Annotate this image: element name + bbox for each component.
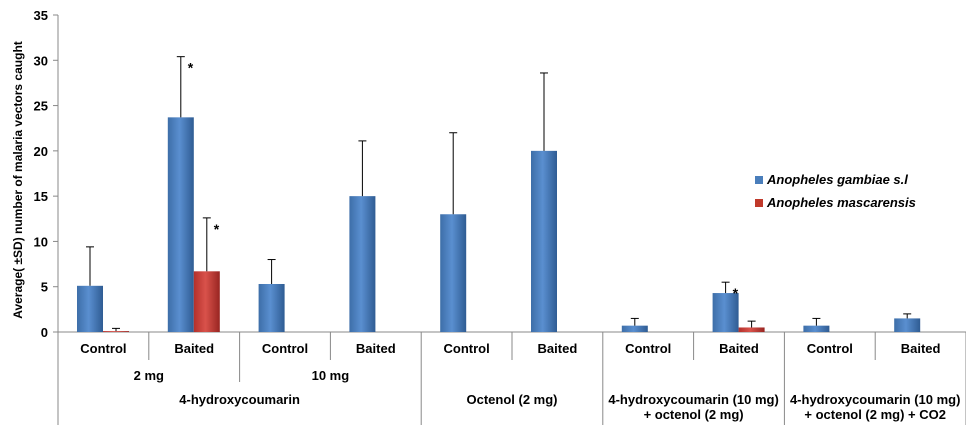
bar-gambiae — [894, 318, 921, 332]
legend-swatch-mascarensis — [755, 199, 763, 207]
y-tick-label: 15 — [34, 189, 48, 204]
x-group-label-dose: 2 mg — [134, 368, 164, 383]
x-category-label: Baited — [901, 341, 941, 356]
bar-gambiae — [712, 293, 739, 332]
x-group-label-treatment: Octenol (2 mg) — [466, 392, 557, 407]
x-group-label-treatment: + octenol (2 mg) + CO2 — [804, 407, 946, 422]
chart-significance-markers: * * * — [188, 60, 739, 302]
y-tick-label: 10 — [34, 234, 48, 249]
significance-star: * — [733, 285, 739, 301]
y-tick-label: 0 — [41, 325, 48, 340]
legend-swatch-gambiae — [755, 176, 763, 184]
chart-bars — [77, 117, 921, 333]
bar-gambiae — [621, 325, 648, 332]
y-tick-label: 35 — [34, 8, 48, 23]
bar-gambiae — [167, 117, 194, 333]
y-tick-label: 20 — [34, 144, 48, 159]
significance-star: * — [188, 60, 194, 76]
bar-gambiae — [349, 196, 376, 332]
bar-mascarensis — [103, 331, 129, 332]
x-category-label: Control — [807, 341, 853, 356]
y-tick-label: 25 — [34, 99, 48, 114]
bar-mascarensis — [193, 271, 220, 332]
x-category-label: Control — [262, 341, 308, 356]
x-category-label: Control — [80, 341, 126, 356]
legend-label-mascarensis: Anopheles mascarensis — [766, 195, 916, 210]
x-group-label-treatment: 4-hydroxycoumarin (10 mg) — [608, 392, 779, 407]
x-category-label: Baited — [719, 341, 759, 356]
bar-gambiae — [77, 285, 103, 332]
chart-legend: Anopheles gambiae s.l Anopheles mascaren… — [755, 172, 916, 210]
y-axis-title: Average( ±SD) number of malaria vectors … — [11, 41, 25, 319]
bar-gambiae — [531, 150, 557, 332]
x-group-label-treatment: 4-hydroxycoumarin (10 mg) — [790, 392, 961, 407]
y-tick-label: 30 — [34, 53, 48, 68]
x-group-label-treatment: 4-hydroxycoumarin — [179, 392, 300, 407]
significance-star: * — [214, 221, 220, 237]
x-category-label: Baited — [538, 341, 578, 356]
bar-gambiae — [440, 214, 467, 332]
x-group-label-treatment: + octenol (2 mg) — [644, 407, 744, 422]
legend-label-gambiae: Anopheles gambiae s.l — [766, 172, 908, 187]
x-category-label: Control — [625, 341, 671, 356]
x-category-label: Baited — [174, 341, 214, 356]
x-group-label-dose: 10 mg — [312, 368, 350, 383]
bar-gambiae — [803, 325, 830, 332]
chart-error-bars — [86, 56, 912, 332]
y-tick-label: 5 — [41, 280, 48, 295]
bar-mascarensis — [738, 327, 765, 332]
x-category-label: Baited — [356, 341, 396, 356]
bar-gambiae — [258, 283, 285, 332]
x-axis-labels: Control Baited Control Baited Control Baited C… — [57, 332, 966, 425]
x-category-label: Control — [443, 341, 489, 356]
